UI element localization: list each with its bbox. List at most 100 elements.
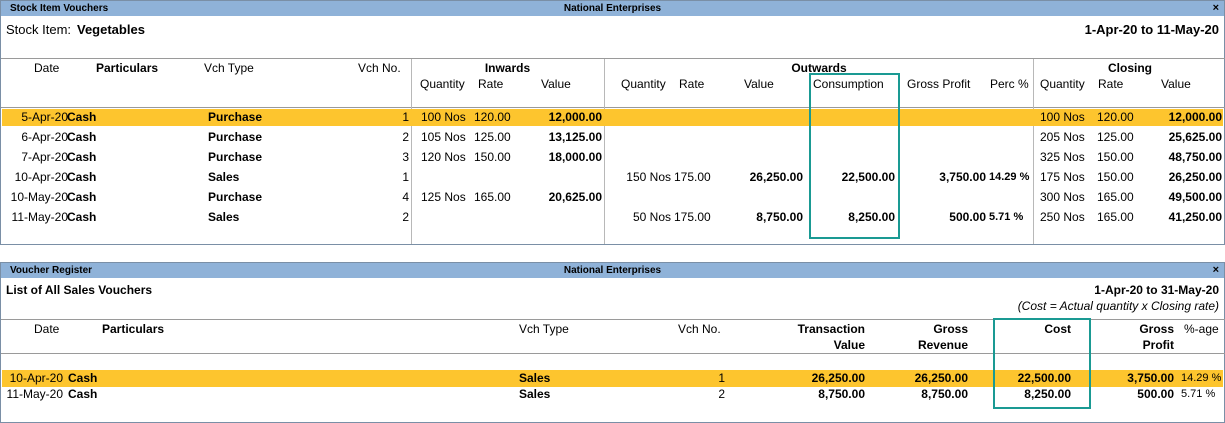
row-cl-rate: 165.00	[1097, 190, 1134, 204]
row-in-quantity: 125 Nos	[421, 190, 466, 204]
row-out-value: 8,750.00	[756, 210, 803, 224]
col-transaction: Transaction	[797, 322, 865, 336]
row-gross-profit: 500.00	[1137, 387, 1174, 401]
row-perc: 5.71 %	[989, 211, 1024, 223]
row-date: 11-May-20	[6, 387, 63, 401]
stock-item-label: Stock Item:	[6, 22, 72, 37]
row-out-rate: 175.00	[674, 210, 711, 224]
row-in-value: 18,000.00	[548, 150, 602, 164]
row-in-rate: 165.00	[474, 190, 511, 204]
cost-note: (Cost = Actual quantity x Closing rate)	[1017, 299, 1219, 313]
stock-item-vouchers-panel: Stock Item Vouchers National Enterprises…	[0, 0, 1225, 245]
col-pct-age: %-age	[1184, 322, 1219, 336]
row-cl-quantity: 100 Nos	[1040, 110, 1085, 124]
row-vch-no: 4	[402, 190, 409, 204]
table-row[interactable]: 7-Apr-20 Cash Purchase 3 120 Nos 150.00 18,000…	[1, 150, 1225, 170]
row-in-rate: 120.00	[474, 110, 511, 124]
row-particulars: Cash	[67, 170, 97, 184]
col-date: Date	[34, 322, 60, 336]
row-out-value: 26,250.00	[749, 170, 803, 184]
column-divider	[1033, 59, 1034, 244]
row-pct: 14.29 %	[1181, 372, 1222, 384]
period: 1-Apr-20 to 11-May-20	[1084, 22, 1219, 37]
table-row[interactable]: 10-Apr-20 Cash Sales 1 26,250.00 26,250.00 22,…	[1, 371, 1225, 391]
row-vch-no: 1	[402, 110, 409, 124]
row-in-quantity: 105 Nos	[421, 130, 466, 144]
col-vch-no: Vch No.	[358, 61, 401, 75]
col-inwards: Inwards	[484, 61, 531, 75]
row-date: 10-Apr-20	[9, 371, 63, 385]
row-cl-quantity: 250 Nos	[1040, 210, 1085, 224]
header-top-divider	[1, 319, 1225, 320]
table-row[interactable]: 10-Apr-20 Cash Sales 1 150 Nos 175.00 26,250.0…	[1, 170, 1225, 190]
row-gross-revenue: 8,750.00	[921, 387, 968, 401]
row-particulars: Cash	[67, 190, 97, 204]
cost-highlight-box	[993, 318, 1091, 409]
row-vch-type: Purchase	[208, 190, 263, 204]
row-particulars: Cash	[67, 210, 97, 224]
subtitle: List of All Sales Vouchers	[6, 283, 153, 297]
table-row[interactable]: 6-Apr-20 Cash Purchase 2 105 Nos 125.00 13,125…	[1, 130, 1225, 150]
close-icon[interactable]: ×	[1212, 2, 1219, 14]
row-cost: 22,500.00	[1017, 371, 1071, 385]
row-particulars: Cash	[68, 387, 98, 401]
selected-row-highlight	[2, 370, 1223, 387]
row-gross-profit: 3,750.00	[1127, 371, 1174, 385]
row-vch-no: 2	[402, 210, 409, 224]
row-in-value: 20,625.00	[548, 190, 602, 204]
row-vch-no: 1	[718, 371, 725, 385]
row-particulars: Cash	[67, 130, 97, 144]
col-in-rate: Rate	[478, 77, 504, 91]
row-date: 10-Apr-20	[14, 170, 68, 184]
table-row[interactable]: 5-Apr-20 Cash Purchase 1 100 Nos 120.00 12,000…	[1, 110, 1225, 130]
consumption-highlight-box	[809, 73, 900, 239]
row-in-quantity: 100 Nos	[421, 110, 466, 124]
close-icon[interactable]: ×	[1212, 264, 1219, 276]
row-cl-value: 26,250.00	[1168, 170, 1222, 184]
row-vch-type: Purchase	[208, 150, 263, 164]
row-cl-value: 25,625.00	[1168, 130, 1222, 144]
company-name: National Enterprises	[563, 3, 662, 14]
window-title: Stock Item Vouchers	[10, 3, 109, 14]
col-gross: Gross	[933, 322, 968, 336]
row-transaction-value: 26,250.00	[811, 371, 865, 385]
col-revenue: Revenue	[917, 338, 968, 352]
table-row[interactable]: 10-May-20 Cash Purchase 4 125 Nos 165.00 20,62…	[1, 190, 1225, 210]
header-bottom-divider	[1, 353, 1225, 354]
col-transaction-value: Value	[833, 338, 865, 352]
row-date: 7-Apr-20	[21, 150, 68, 164]
table-row[interactable]: 11-May-20 Cash Sales 2 8,750.00 8,750.00 8,250…	[1, 387, 1225, 407]
window-title: Voucher Register	[10, 265, 93, 276]
row-vch-type: Purchase	[208, 130, 263, 144]
row-cl-quantity: 300 Nos	[1040, 190, 1085, 204]
col-vch-type: Vch Type	[204, 61, 254, 75]
table-row[interactable]: 11-May-20 Cash Sales 2 50 Nos 175.00 8,750.00 8…	[1, 210, 1225, 230]
row-in-value: 12,000.00	[548, 110, 602, 124]
col-cl-value: Value	[1161, 77, 1191, 91]
col-out-quantity: Quantity	[621, 77, 666, 91]
col-consumption: Consumption	[813, 77, 884, 91]
row-date: 11-May-20	[11, 210, 68, 224]
stock-item-value: Vegetables	[77, 22, 145, 37]
row-cost: 8,250.00	[1024, 387, 1071, 401]
row-cl-value: 48,750.00	[1168, 150, 1222, 164]
row-perc: 14.29 %	[989, 171, 1030, 183]
col-particulars: Particulars	[96, 61, 159, 75]
row-date: 5-Apr-20	[21, 110, 68, 124]
row-vch-type: Sales	[519, 371, 551, 385]
period: 1-Apr-20 to 31-May-20	[1094, 283, 1219, 297]
row-particulars: Cash	[68, 371, 98, 385]
col-gross-profit: Gross Profit	[907, 77, 971, 91]
row-transaction-value: 8,750.00	[818, 387, 865, 401]
row-in-rate: 150.00	[474, 150, 511, 164]
row-in-rate: 125.00	[474, 130, 511, 144]
row-vch-type: Purchase	[208, 110, 263, 124]
col-vch-no: Vch No.	[678, 322, 721, 336]
row-cl-quantity: 325 Nos	[1040, 150, 1085, 164]
row-in-value: 13,125.00	[548, 130, 602, 144]
row-out-quantity: 50 Nos	[632, 210, 671, 224]
row-gross-profit: 3,750.00	[939, 170, 986, 184]
row-cl-quantity: 205 Nos	[1040, 130, 1085, 144]
row-vch-no: 2	[718, 387, 725, 401]
voucher-register-panel: Voucher Register National Enterprises × …	[0, 262, 1225, 423]
